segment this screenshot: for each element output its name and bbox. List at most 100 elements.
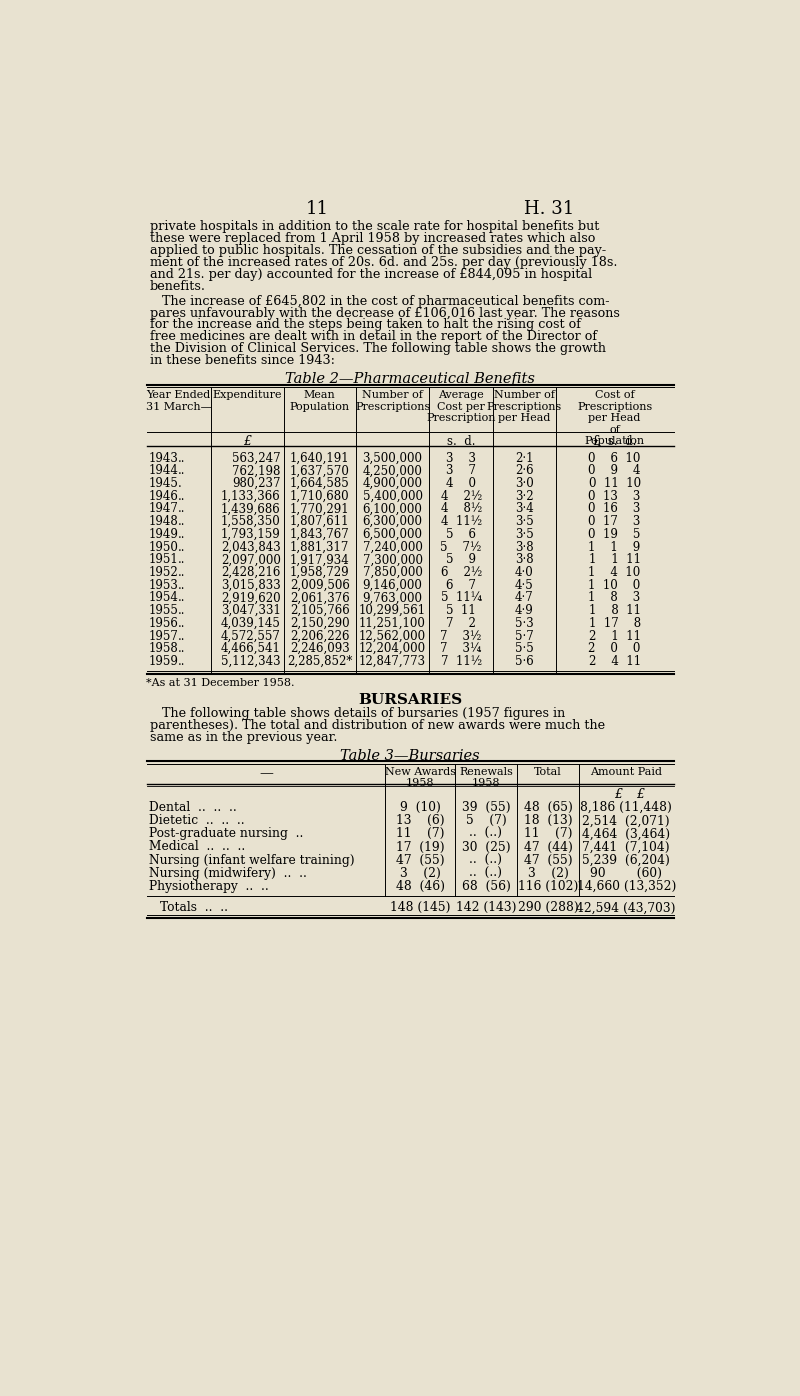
Text: Year Ended
31 March—: Year Ended 31 March— [146,389,211,412]
Text: the Division of Clinical Services. The following table shows the growth: the Division of Clinical Services. The f… [150,342,606,356]
Text: 2,061,376: 2,061,376 [290,592,350,604]
Text: 5·6: 5·6 [515,655,534,667]
Text: £: £ [243,436,251,448]
Text: 1959: 1959 [149,655,178,667]
Text: ..: .. [178,515,185,528]
Text: 1948: 1948 [149,515,178,528]
Text: 1,664,585: 1,664,585 [290,477,350,490]
Text: same as in the previous year.: same as in the previous year. [150,730,337,744]
Text: 3·8: 3·8 [515,553,534,567]
Text: Renewals
1958: Renewals 1958 [459,766,513,789]
Text: 2,428,216: 2,428,216 [222,565,281,579]
Text: The following table shows details of bursaries (1957 figures in: The following table shows details of bur… [150,706,565,720]
Text: in these benefits since 1943:: in these benefits since 1943: [150,355,334,367]
Text: 3·0: 3·0 [515,477,534,490]
Text: 4    2½: 4 2½ [441,490,482,503]
Text: 980,237: 980,237 [232,477,281,490]
Text: 2,206,226: 2,206,226 [290,630,350,642]
Text: Totals  ..  ..: Totals .. .. [161,902,229,914]
Text: ..: .. [178,642,185,655]
Text: 3    7: 3 7 [446,465,476,477]
Text: Average
Cost per
Prescription: Average Cost per Prescription [426,389,496,423]
Text: 47  (55): 47 (55) [396,853,444,867]
Text: *As at 31 December 1958.: *As at 31 December 1958. [146,678,295,688]
Text: 18  (13): 18 (13) [524,814,572,828]
Text: Number of
Prescriptions: Number of Prescriptions [355,389,430,412]
Text: 7,240,000: 7,240,000 [362,540,422,554]
Text: 7,441  (7,104): 7,441 (7,104) [582,840,670,853]
Text: 1947: 1947 [149,503,178,515]
Text: 1953: 1953 [149,579,178,592]
Text: ..: .. [178,592,185,604]
Text: s.  d.: s. d. [447,436,475,448]
Text: free medicines are dealt with in detail in the report of the Director of: free medicines are dealt with in detail … [150,331,597,343]
Text: Table 2—Pharmaceutical Benefits: Table 2—Pharmaceutical Benefits [285,373,535,387]
Text: ..: .. [178,565,185,579]
Text: 2,009,506: 2,009,506 [290,579,350,592]
Text: 3,015,833: 3,015,833 [221,579,281,592]
Text: 5  11¼: 5 11¼ [441,592,482,604]
Text: 5    6: 5 6 [446,528,476,540]
Text: 1955: 1955 [149,604,178,617]
Text: Dietetic  ..  ..  ..: Dietetic .. .. .. [149,814,245,828]
Text: 1945: 1945 [149,477,178,490]
Text: 3    (2): 3 (2) [527,867,568,879]
Text: ..: .. [178,604,185,617]
Text: 6    2½: 6 2½ [441,565,482,579]
Text: Cost of
Prescriptions
per Head
of
Population: Cost of Prescriptions per Head of Popula… [577,389,652,447]
Text: 30  (25): 30 (25) [462,840,510,853]
Text: 1956: 1956 [149,617,178,630]
Text: 563,247: 563,247 [232,452,281,465]
Text: 1951: 1951 [149,553,178,567]
Text: 90        (60): 90 (60) [590,867,662,879]
Text: 5·7: 5·7 [515,630,534,642]
Text: New Awards
1958: New Awards 1958 [385,766,455,789]
Text: 1,558,350: 1,558,350 [221,515,281,528]
Text: 1  10    0: 1 10 0 [589,579,641,592]
Text: 2·6: 2·6 [515,465,534,477]
Text: ment of the increased rates of 20s. 6d. and 25s. per day (previously 18s.: ment of the increased rates of 20s. 6d. … [150,255,617,268]
Text: 6,300,000: 6,300,000 [362,515,422,528]
Text: 1    8    3: 1 8 3 [589,592,641,604]
Text: £  s.  d.: £ s. d. [593,436,636,448]
Text: 3·5: 3·5 [515,515,534,528]
Text: 3·2: 3·2 [515,490,534,503]
Text: 1,793,159: 1,793,159 [221,528,281,540]
Text: 1,710,680: 1,710,680 [290,490,350,503]
Text: 290 (288): 290 (288) [518,902,578,914]
Text: 4·9: 4·9 [515,604,534,617]
Text: ..: .. [178,617,185,630]
Text: Mean
Population: Mean Population [290,389,350,412]
Text: 2    1  11: 2 1 11 [589,630,641,642]
Text: 47  (44): 47 (44) [523,840,572,853]
Text: 4·7: 4·7 [515,592,534,604]
Text: 1954: 1954 [149,592,178,604]
Text: 1,917,934: 1,917,934 [290,553,350,567]
Text: Nursing (infant welfare training): Nursing (infant welfare training) [149,853,354,867]
Text: 14,660 (13,352): 14,660 (13,352) [577,879,676,893]
Text: 39  (55): 39 (55) [462,801,510,814]
Text: BURSARIES: BURSARIES [358,692,462,706]
Text: 148 (145): 148 (145) [390,902,450,914]
Text: 5·3: 5·3 [515,617,534,630]
Text: 1950: 1950 [149,540,178,554]
Text: parentheses). The total and distribution of new awards were much the: parentheses). The total and distribution… [150,719,605,732]
Text: 2,097,000: 2,097,000 [221,553,281,567]
Text: 4,039,145: 4,039,145 [221,617,281,630]
Text: ..: .. [178,452,185,465]
Text: 42,594 (43,703): 42,594 (43,703) [577,902,676,914]
Text: 0  11  10: 0 11 10 [589,477,641,490]
Text: 142 (143): 142 (143) [456,902,516,914]
Text: 5,112,343: 5,112,343 [221,655,281,667]
Text: 7  11½: 7 11½ [441,655,482,667]
Text: 5    (7): 5 (7) [466,814,506,828]
Text: ..: .. [178,553,185,567]
Text: 2,246,093: 2,246,093 [290,642,350,655]
Text: 5  11: 5 11 [446,604,476,617]
Text: 0    6  10: 0 6 10 [589,452,641,465]
Text: 1    1  11: 1 1 11 [589,553,641,567]
Text: Amount Paid: Amount Paid [590,766,662,776]
Text: these were replaced from 1 April 1958 by increased rates which also: these were replaced from 1 April 1958 by… [150,232,595,244]
Text: 12,204,000: 12,204,000 [359,642,426,655]
Text: 6,100,000: 6,100,000 [362,503,422,515]
